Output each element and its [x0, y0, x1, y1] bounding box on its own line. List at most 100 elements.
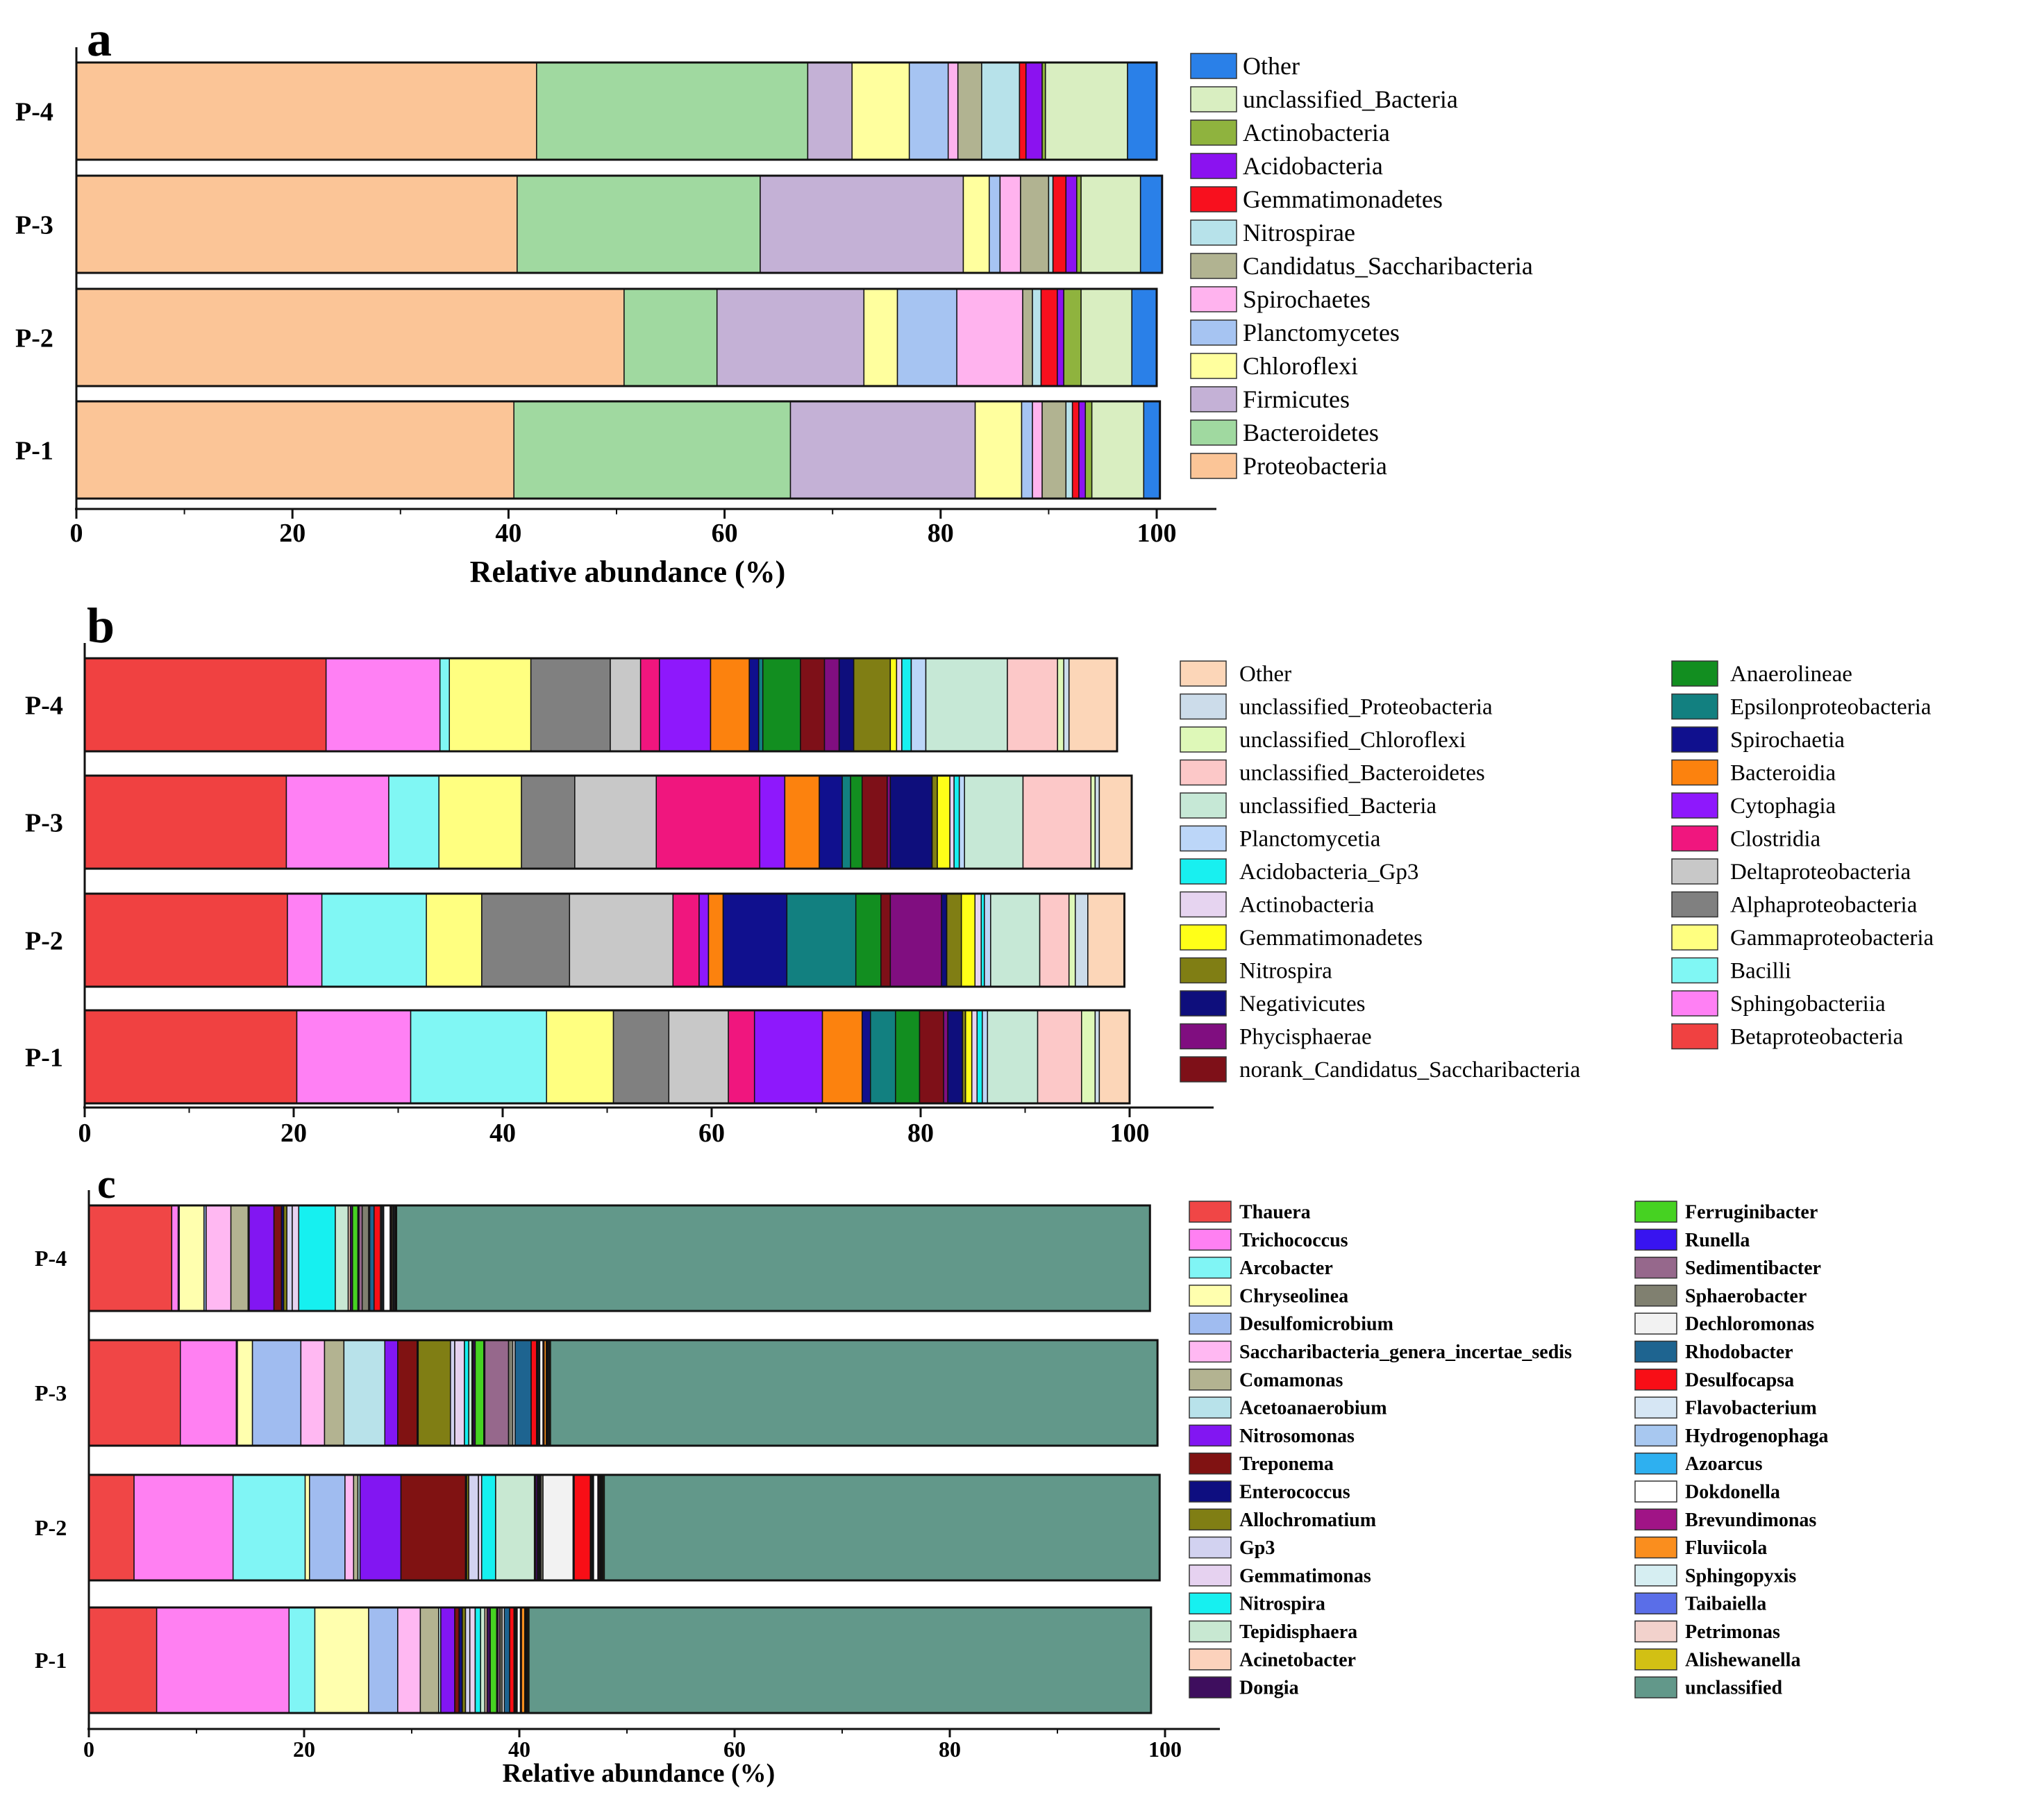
bar-segment-p-3-unclassified-bacteria	[964, 775, 1024, 869]
bar-segment-p-2-phycisphaerae	[889, 893, 942, 987]
bar-segment-p-1-cytophagia	[753, 1010, 823, 1104]
bar-segment-p-3-spirochaetia	[819, 775, 843, 869]
bar-segment-p-3-nitrospirae	[1048, 175, 1054, 274]
legend-swatch-desulfocapsa	[1634, 1369, 1677, 1391]
bar-segment-p-1-saccharibacteria-genera-incertae-sedis	[397, 1607, 421, 1714]
x-tick-label: 40	[508, 1737, 530, 1762]
x-tick-label: 80	[939, 1737, 961, 1762]
bar-segment-p-4-cytophagia	[659, 658, 712, 752]
bar-segment-p-4-thauera	[88, 1205, 173, 1312]
bar-segment-p-4-unclassified-bacteroidetes	[1007, 658, 1058, 752]
legend-swatch-actinobacteria	[1180, 891, 1227, 918]
legend-swatch-acidobacteria	[1190, 153, 1237, 179]
legend-label-unclassified-bacteria: unclassified_Bacteria	[1243, 85, 1458, 113]
bar-segment-p-2-other	[1131, 288, 1157, 387]
bar-segment-p-4-nitrospira	[298, 1205, 336, 1312]
bar-segment-p-2-anaerolineae	[855, 893, 882, 987]
bar-segment-p-4-rhodobacter	[369, 1205, 375, 1312]
panel-c-x-axis-title: Relative abundance (%)	[503, 1759, 776, 1788]
bar-segment-p-2-arcobacter	[232, 1474, 306, 1581]
legend-label-negativicutes: Negativicutes	[1239, 992, 1365, 1017]
bar-segment-p-4-unclassified	[396, 1205, 1151, 1312]
bar-segment-p-4-other	[1068, 658, 1118, 752]
legend-label-unclassified-chloroflexi: unclassified_Chloroflexi	[1239, 728, 1466, 753]
bar-segment-p-1-proteobacteria	[76, 401, 514, 499]
legend-label-trichococcus: Trichococcus	[1239, 1230, 1348, 1251]
legend-label-treponema: Treponema	[1239, 1453, 1334, 1475]
legend-swatch-acinetobacter	[1189, 1648, 1232, 1671]
bar-segment-p-4-nitrosomonas	[249, 1205, 275, 1312]
bar-segment-p-2-desulfocapsa	[573, 1474, 592, 1581]
bar-segment-p-3-norank-candidatus-saccharibacteria	[861, 775, 888, 869]
x-tick-label: 40	[489, 1119, 516, 1148]
bar-segment-p-1-acidobacteria	[1078, 401, 1087, 499]
bar-segment-p-2-alphaproteobacteria	[481, 893, 571, 987]
legend-swatch-unclassified-bacteroidetes	[1180, 759, 1227, 786]
bar-segment-p-4-nitrospirae	[981, 62, 1021, 160]
bar-segment-p-4-gemmatimonas	[292, 1205, 300, 1312]
bar-segment-p-3-gemmatimonadetes	[1052, 175, 1067, 274]
bar-segment-p-3-anaerolineae	[850, 775, 863, 869]
legend-label-unclassified: unclassified	[1685, 1678, 1782, 1699]
legend-label-other: Other	[1239, 662, 1291, 687]
bar-segment-p-2-deltaproteobacteria	[569, 893, 674, 987]
bar-segment-p-1-gemmatimonadetes	[1071, 401, 1080, 499]
bar-segment-p-3-gammaproteobacteria	[438, 775, 522, 869]
legend-swatch-dechloromonas	[1634, 1312, 1677, 1335]
bar-segment-p-1-chloroflexi	[974, 401, 1023, 499]
bar-segment-p-2-chloroflexi	[863, 288, 898, 387]
bar-segment-p-2-unclassified-chloroflexi	[1068, 893, 1076, 987]
legend-label-nitrospira: Nitrospira	[1239, 959, 1332, 984]
legend-label-spirochaetia: Spirochaetia	[1730, 728, 1845, 753]
legend-swatch-spirochaetes	[1190, 286, 1237, 312]
legend-label-enterococcus: Enterococcus	[1239, 1482, 1350, 1503]
category-label-p-2: P-2	[25, 926, 63, 955]
legend-swatch-firmicutes	[1190, 386, 1237, 412]
bar-segment-p-3-clostridia	[655, 775, 760, 869]
bar-segment-p-1-tepidisphaera	[480, 1607, 486, 1714]
bar-segment-p-1-clostridia	[728, 1010, 755, 1104]
category-label-p-1: P-1	[15, 436, 53, 465]
bar-segment-p-3-comamonas	[324, 1339, 345, 1446]
legend-swatch-negativicutes	[1180, 990, 1227, 1017]
bar-segment-p-3-proteobacteria	[76, 175, 518, 274]
bar-segment-p-1-planctomycetia	[982, 1010, 989, 1104]
bar-segment-p-3-ferruginibacter	[474, 1339, 485, 1446]
legend-label-hydrogenophaga: Hydrogenophaga	[1685, 1426, 1828, 1447]
bar-segment-p-1-thauera	[88, 1607, 158, 1714]
bar-segment-p-1-gemmatimonas	[469, 1607, 476, 1714]
bar-segment-p-1-firmicutes	[789, 401, 976, 499]
bar-segment-p-3-chryseolinea	[237, 1339, 253, 1446]
legend-swatch-spirochaetia	[1671, 726, 1718, 753]
bar-segment-p-4-comamonas	[230, 1205, 249, 1312]
bar-segment-p-3-acidobacteria-gp3	[953, 775, 960, 869]
x-tick-label: 100	[1148, 1737, 1182, 1762]
bar-segment-p-4-treponema	[273, 1205, 283, 1312]
legend-swatch-norank-candidatus-saccharibacteria	[1180, 1056, 1227, 1083]
legend-swatch-bacilli	[1671, 957, 1718, 984]
bar-segment-p-1-bacteroidia	[821, 1010, 863, 1104]
bar-segment-p-4-anaerolineae	[762, 658, 801, 752]
x-tick-label: 80	[907, 1119, 934, 1148]
bar-segment-p-3-desulfomicrobium	[251, 1339, 302, 1446]
bar-segment-p-4-bacteroidia	[710, 658, 750, 752]
bar-segment-p-2-unclassified-bacteria	[990, 893, 1041, 987]
legend-label-other: Other	[1243, 52, 1300, 80]
category-label-p-2: P-2	[15, 324, 53, 353]
bar-segment-p-3-sphingobacteriia	[285, 775, 389, 869]
bar-segment-p-1-unclassified-proteobacteria	[1094, 1010, 1100, 1104]
category-label-p-1: P-1	[35, 1648, 67, 1673]
bar-segment-p-2-dokdonella	[593, 1474, 598, 1581]
legend-swatch-enterococcus	[1189, 1480, 1232, 1503]
bar-segment-p-2-sphingobacteriia	[287, 893, 323, 987]
legend-label-thauera: Thauera	[1239, 1202, 1311, 1223]
legend-label-sedimentibacter: Sedimentibacter	[1685, 1258, 1821, 1279]
x-tick-label: 60	[698, 1119, 725, 1148]
bar-segment-p-2-comamonas	[353, 1474, 359, 1581]
bar-segment-p-3-treponema	[397, 1339, 418, 1446]
bar-segment-p-4-bacilli	[439, 658, 450, 752]
legend-label-allochromatium: Allochromatium	[1239, 1510, 1376, 1531]
bar-segment-p-3-actinobacteria	[1076, 175, 1082, 274]
bar-segment-p-1-nitrospirae	[1065, 401, 1073, 499]
legend-swatch-clostridia	[1671, 825, 1718, 852]
